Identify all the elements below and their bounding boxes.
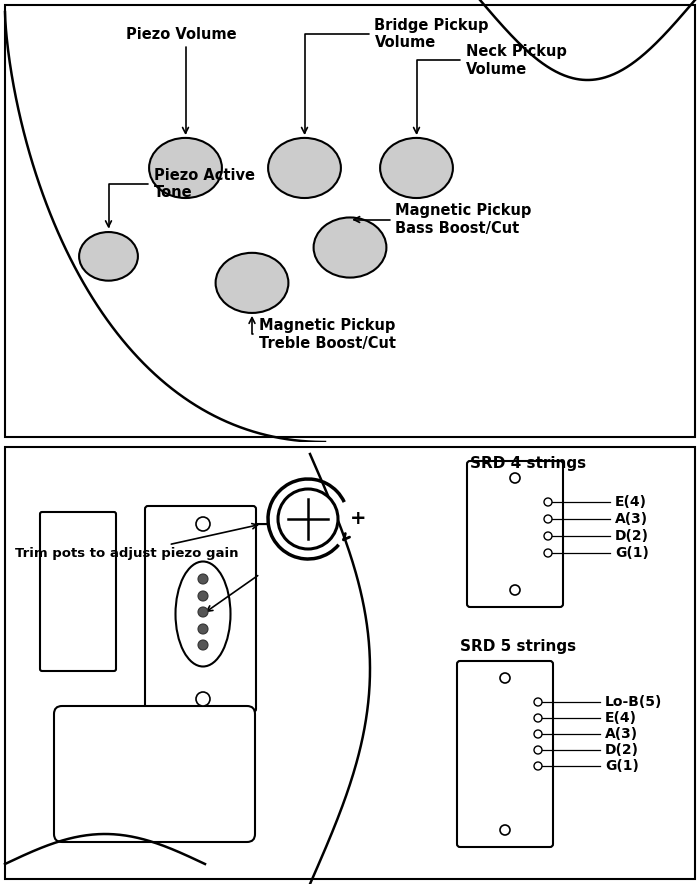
Circle shape: [534, 746, 542, 754]
Circle shape: [196, 517, 210, 531]
FancyBboxPatch shape: [40, 512, 116, 671]
FancyBboxPatch shape: [467, 461, 563, 607]
FancyBboxPatch shape: [457, 661, 553, 847]
Text: Magnetic Pickup
Bass Boost/Cut: Magnetic Pickup Bass Boost/Cut: [354, 203, 532, 236]
Text: A(3): A(3): [605, 727, 638, 741]
Text: G(1): G(1): [605, 759, 639, 773]
Circle shape: [510, 473, 520, 483]
Circle shape: [544, 532, 552, 540]
Circle shape: [500, 673, 510, 683]
Text: −: −: [254, 514, 270, 534]
Circle shape: [534, 714, 542, 722]
Circle shape: [500, 825, 510, 835]
Text: Magnetic Pickup
Treble Boost/Cut: Magnetic Pickup Treble Boost/Cut: [249, 317, 396, 351]
Text: Neck Pickup
Volume: Neck Pickup Volume: [414, 44, 566, 133]
Circle shape: [544, 515, 552, 523]
Circle shape: [510, 585, 520, 595]
Text: E(4): E(4): [605, 711, 637, 725]
Circle shape: [544, 549, 552, 557]
Ellipse shape: [216, 253, 288, 313]
FancyBboxPatch shape: [54, 706, 255, 842]
Circle shape: [198, 607, 208, 617]
Text: +: +: [350, 509, 366, 529]
Text: A(3): A(3): [615, 512, 648, 526]
Circle shape: [198, 640, 208, 650]
Circle shape: [198, 591, 208, 601]
Ellipse shape: [268, 138, 341, 198]
Ellipse shape: [149, 138, 222, 198]
Circle shape: [196, 692, 210, 706]
Circle shape: [278, 489, 338, 549]
Text: E(4): E(4): [615, 495, 647, 509]
Ellipse shape: [314, 217, 386, 278]
Text: D(2): D(2): [615, 529, 649, 543]
Circle shape: [544, 498, 552, 506]
Circle shape: [534, 762, 542, 770]
Text: Trim pots to adjust piezo gain: Trim pots to adjust piezo gain: [15, 523, 258, 560]
Text: Piezo Volume: Piezo Volume: [126, 27, 237, 133]
Text: G(1): G(1): [615, 546, 649, 560]
Text: SRD 4 strings: SRD 4 strings: [470, 456, 586, 471]
Text: SRD 5 strings: SRD 5 strings: [460, 639, 576, 654]
Text: Piezo Active
Tone: Piezo Active Tone: [106, 168, 255, 226]
Text: D(2): D(2): [605, 743, 639, 757]
Circle shape: [534, 730, 542, 738]
Ellipse shape: [79, 232, 138, 280]
Text: Bridge Pickup
Volume: Bridge Pickup Volume: [302, 18, 489, 133]
Circle shape: [198, 624, 208, 634]
Circle shape: [198, 574, 208, 584]
Ellipse shape: [176, 561, 230, 667]
Text: Lo-B(5): Lo-B(5): [605, 695, 662, 709]
Circle shape: [534, 698, 542, 706]
FancyBboxPatch shape: [145, 506, 256, 712]
Ellipse shape: [380, 138, 453, 198]
